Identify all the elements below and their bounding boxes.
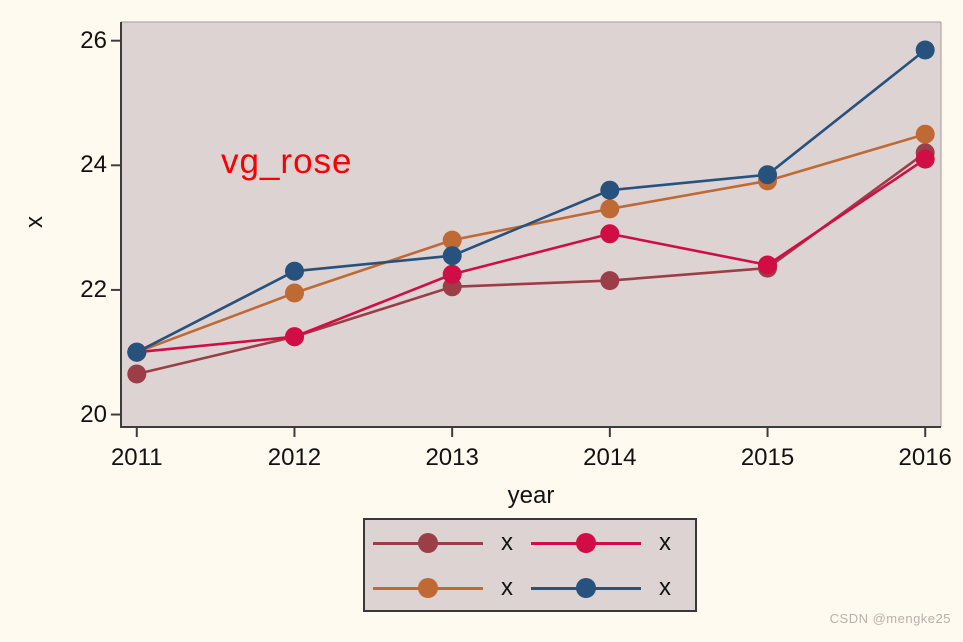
series-marker bbox=[127, 342, 147, 362]
series-marker bbox=[442, 264, 462, 284]
watermark: CSDN @mengke25 bbox=[829, 611, 951, 626]
y-tick-label: 24 bbox=[80, 151, 107, 179]
series-marker bbox=[758, 165, 777, 185]
series-marker bbox=[600, 224, 620, 244]
y-tick-label: 20 bbox=[80, 400, 107, 428]
legend-marker-dot-icon bbox=[576, 532, 596, 553]
series-marker bbox=[600, 199, 620, 219]
series-marker bbox=[758, 255, 777, 275]
x-tick-label: 2012 bbox=[267, 444, 322, 471]
series-marker bbox=[127, 364, 147, 384]
series-line bbox=[136, 132, 926, 354]
x-tick-label: 2011 bbox=[110, 444, 163, 471]
legend-marker-dot-icon bbox=[576, 577, 596, 598]
legend-item: x bbox=[373, 529, 531, 557]
series-marker bbox=[915, 40, 935, 60]
series-marker bbox=[442, 230, 462, 250]
y-axis-title: x bbox=[21, 216, 48, 228]
series-marker bbox=[600, 271, 620, 291]
legend-label: x bbox=[501, 528, 513, 556]
x-tick-label: 2015 bbox=[740, 444, 795, 471]
legend-marker-dot-icon bbox=[418, 577, 438, 598]
legend-item: x bbox=[373, 574, 531, 602]
legend-line-marker-icon bbox=[531, 532, 641, 554]
legend-line-marker-icon bbox=[373, 577, 483, 599]
y-tick-label: 26 bbox=[80, 26, 107, 54]
scheme-annotation-text: vg_rose bbox=[221, 142, 353, 181]
series-marker bbox=[285, 327, 304, 347]
series-marker bbox=[915, 124, 935, 144]
series-marker bbox=[442, 246, 462, 266]
y-tick-label: 22 bbox=[80, 275, 107, 303]
x-axis-title: year bbox=[507, 482, 555, 509]
legend-item: x bbox=[531, 574, 689, 602]
legend-label: x bbox=[501, 573, 513, 601]
legend-line-marker-icon bbox=[373, 532, 483, 554]
x-tick-label: 2014 bbox=[583, 444, 637, 471]
series-marker bbox=[285, 261, 304, 281]
series-line bbox=[136, 48, 927, 354]
x-tick-label: 2016 bbox=[898, 444, 952, 471]
legend-item: x bbox=[531, 529, 689, 557]
legend-line-marker-icon bbox=[531, 577, 641, 599]
legend-label: x bbox=[659, 573, 671, 601]
legend-label: x bbox=[659, 528, 671, 556]
series-line bbox=[136, 158, 926, 354]
series-marker bbox=[600, 180, 620, 200]
series-marker bbox=[285, 283, 304, 303]
series-marker bbox=[915, 149, 935, 169]
x-tick-label: 2013 bbox=[425, 444, 479, 471]
legend-marker-dot-icon bbox=[418, 532, 438, 553]
